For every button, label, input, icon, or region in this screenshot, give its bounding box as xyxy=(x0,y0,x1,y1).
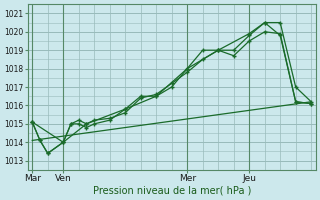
X-axis label: Pression niveau de la mer( hPa ): Pression niveau de la mer( hPa ) xyxy=(92,186,251,196)
